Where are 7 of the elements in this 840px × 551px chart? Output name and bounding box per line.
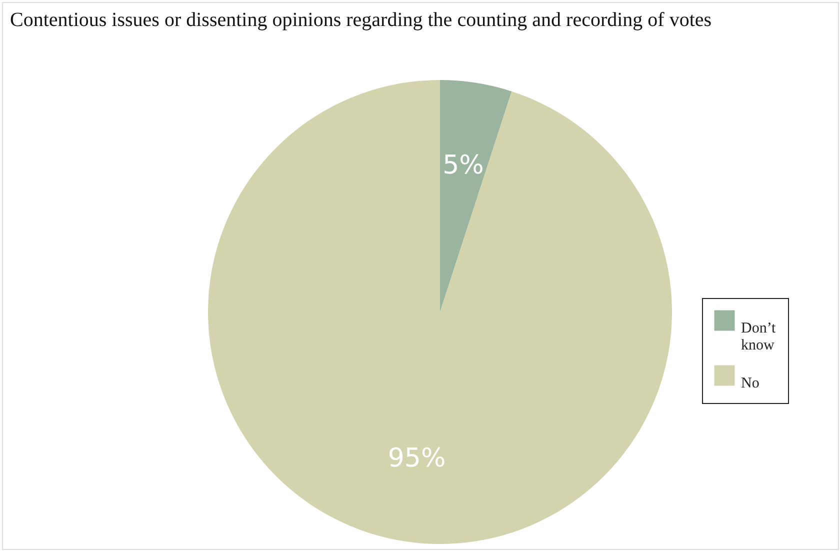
pie-slice: [440, 80, 512, 312]
pie-slice: [208, 80, 672, 544]
data-label: 95%: [388, 444, 446, 474]
data-label: 5%: [442, 150, 484, 180]
legend-label: No: [741, 376, 760, 392]
chart-title: Contentious issues or dissenting opinions regarding the counting and recording of votes: [10, 9, 712, 31]
legend-label: Don’t know: [741, 320, 777, 354]
